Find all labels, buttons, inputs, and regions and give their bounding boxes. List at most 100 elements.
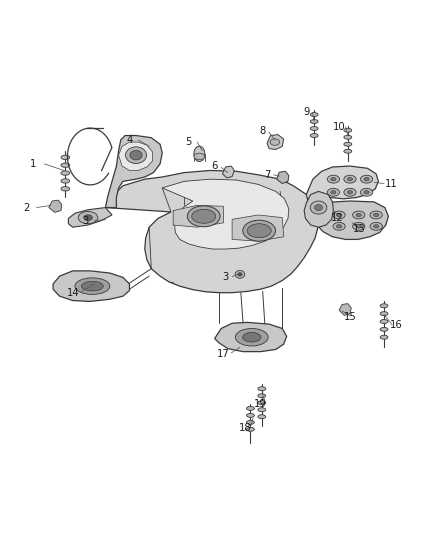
Text: 8: 8 bbox=[260, 126, 266, 136]
Ellipse shape bbox=[310, 201, 327, 214]
Text: 12: 12 bbox=[331, 214, 343, 223]
Ellipse shape bbox=[327, 188, 339, 196]
Ellipse shape bbox=[336, 213, 342, 217]
Text: 14: 14 bbox=[67, 288, 79, 298]
Polygon shape bbox=[306, 166, 378, 203]
Ellipse shape bbox=[310, 119, 318, 124]
Ellipse shape bbox=[360, 175, 373, 183]
Ellipse shape bbox=[247, 414, 254, 417]
Ellipse shape bbox=[333, 211, 345, 219]
Ellipse shape bbox=[314, 205, 322, 211]
Ellipse shape bbox=[61, 171, 70, 175]
Ellipse shape bbox=[344, 135, 352, 139]
Polygon shape bbox=[267, 135, 284, 149]
Text: 18: 18 bbox=[239, 423, 251, 433]
Polygon shape bbox=[68, 207, 112, 227]
Text: 11: 11 bbox=[385, 179, 398, 189]
Ellipse shape bbox=[81, 281, 103, 291]
Polygon shape bbox=[106, 135, 162, 207]
Ellipse shape bbox=[336, 224, 342, 228]
Ellipse shape bbox=[380, 304, 388, 308]
Text: 3: 3 bbox=[83, 216, 89, 225]
Ellipse shape bbox=[258, 387, 266, 391]
Ellipse shape bbox=[380, 335, 388, 339]
Ellipse shape bbox=[380, 312, 388, 316]
Ellipse shape bbox=[75, 278, 110, 294]
Ellipse shape bbox=[344, 142, 352, 146]
Ellipse shape bbox=[333, 222, 345, 230]
Polygon shape bbox=[106, 171, 318, 293]
Text: 9: 9 bbox=[303, 107, 310, 117]
Ellipse shape bbox=[194, 153, 205, 160]
Ellipse shape bbox=[247, 224, 271, 238]
Ellipse shape bbox=[310, 134, 318, 138]
Ellipse shape bbox=[258, 394, 266, 398]
Polygon shape bbox=[173, 205, 223, 227]
Ellipse shape bbox=[247, 407, 254, 410]
Polygon shape bbox=[215, 322, 287, 352]
Ellipse shape bbox=[347, 190, 353, 194]
Text: 1: 1 bbox=[30, 159, 37, 169]
Ellipse shape bbox=[84, 215, 92, 221]
Ellipse shape bbox=[374, 224, 379, 228]
Ellipse shape bbox=[194, 146, 205, 161]
Text: 17: 17 bbox=[217, 349, 230, 359]
Ellipse shape bbox=[380, 320, 388, 324]
Polygon shape bbox=[162, 179, 289, 249]
Text: 15: 15 bbox=[343, 312, 357, 322]
Ellipse shape bbox=[360, 188, 373, 196]
Ellipse shape bbox=[356, 224, 361, 228]
Text: 6: 6 bbox=[212, 161, 218, 171]
Ellipse shape bbox=[364, 190, 369, 194]
Ellipse shape bbox=[258, 415, 266, 418]
Text: 5: 5 bbox=[185, 137, 191, 147]
Ellipse shape bbox=[310, 112, 318, 117]
Ellipse shape bbox=[374, 213, 379, 217]
Polygon shape bbox=[313, 201, 389, 239]
Text: 10: 10 bbox=[333, 122, 346, 132]
Ellipse shape bbox=[61, 179, 70, 183]
Ellipse shape bbox=[243, 220, 276, 241]
Polygon shape bbox=[304, 191, 333, 227]
Ellipse shape bbox=[61, 187, 70, 191]
Polygon shape bbox=[119, 142, 152, 171]
Polygon shape bbox=[223, 166, 234, 178]
Ellipse shape bbox=[364, 177, 369, 181]
Ellipse shape bbox=[356, 213, 361, 217]
Text: 4: 4 bbox=[127, 135, 133, 145]
Ellipse shape bbox=[238, 272, 242, 276]
Ellipse shape bbox=[353, 222, 365, 230]
Ellipse shape bbox=[126, 147, 147, 164]
Ellipse shape bbox=[344, 175, 356, 183]
Ellipse shape bbox=[344, 188, 356, 196]
Text: 7: 7 bbox=[264, 170, 270, 180]
Ellipse shape bbox=[347, 177, 353, 181]
Ellipse shape bbox=[192, 209, 216, 223]
Ellipse shape bbox=[130, 150, 142, 160]
Polygon shape bbox=[232, 215, 284, 241]
Ellipse shape bbox=[380, 327, 388, 332]
Text: 2: 2 bbox=[24, 203, 30, 213]
Ellipse shape bbox=[61, 155, 70, 159]
Ellipse shape bbox=[247, 427, 254, 431]
Text: 19: 19 bbox=[254, 399, 267, 409]
Text: 13: 13 bbox=[353, 224, 365, 235]
Ellipse shape bbox=[258, 401, 266, 405]
Ellipse shape bbox=[370, 211, 382, 219]
Ellipse shape bbox=[78, 212, 98, 224]
Ellipse shape bbox=[258, 408, 266, 411]
Ellipse shape bbox=[61, 163, 70, 167]
Ellipse shape bbox=[344, 149, 352, 153]
Ellipse shape bbox=[331, 190, 336, 194]
Ellipse shape bbox=[187, 206, 220, 227]
Ellipse shape bbox=[247, 421, 254, 424]
Ellipse shape bbox=[270, 139, 280, 146]
Ellipse shape bbox=[235, 328, 268, 346]
Ellipse shape bbox=[243, 333, 261, 342]
Polygon shape bbox=[49, 200, 62, 212]
Text: 3: 3 bbox=[223, 272, 229, 282]
Text: 16: 16 bbox=[389, 320, 402, 330]
Ellipse shape bbox=[370, 222, 382, 230]
Ellipse shape bbox=[344, 128, 352, 132]
Polygon shape bbox=[339, 304, 351, 316]
